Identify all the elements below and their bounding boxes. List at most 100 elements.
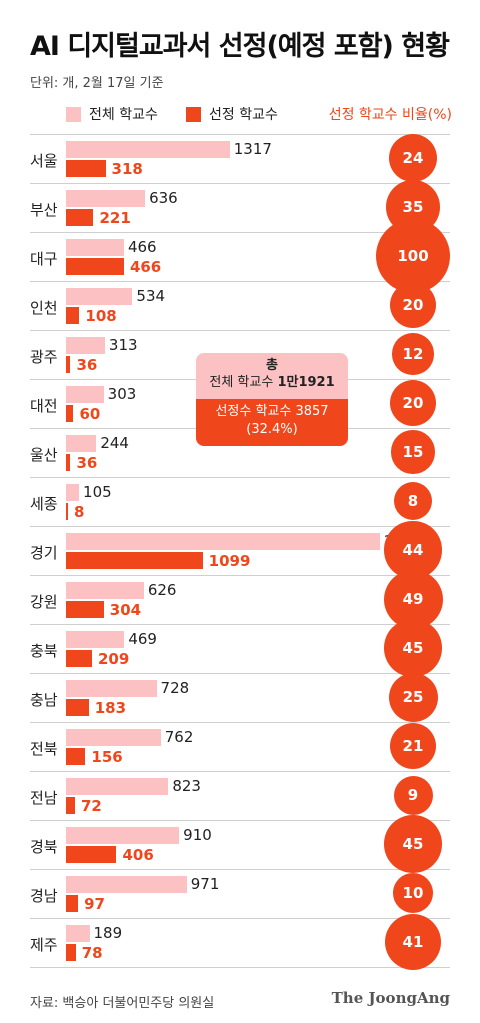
bar-total-schools	[66, 435, 97, 452]
value-selected-schools: 466	[129, 258, 162, 276]
value-selected-schools: 304	[109, 601, 142, 619]
value-total-schools: 910	[183, 826, 212, 844]
callout-selected-line: 선정수 학교수 3857	[215, 404, 329, 419]
bar-selected-schools	[66, 209, 94, 226]
publisher-logo: The JoongAng	[331, 989, 450, 1007]
region-label: 세종	[30, 495, 58, 513]
ratio-circle: 12	[392, 333, 434, 375]
region-label: 경북	[30, 838, 58, 856]
region-label: 울산	[30, 446, 58, 464]
row-divider	[30, 232, 450, 233]
ratio-circle: 20	[389, 281, 437, 329]
legend-total-swatch	[66, 106, 81, 122]
ratio-circle: 44	[384, 521, 442, 579]
bar-selected-schools	[66, 307, 80, 324]
region-label: 강원	[30, 593, 58, 611]
value-selected-schools: 72	[80, 797, 102, 815]
region-label: 제주	[30, 936, 58, 954]
value-total-schools: 971	[190, 875, 220, 893]
value-selected-schools: 36	[76, 356, 98, 374]
bar-selected-schools	[66, 454, 71, 471]
region-label: 전남	[30, 789, 58, 807]
row-divider	[30, 330, 450, 331]
value-total-schools: 636	[149, 189, 178, 207]
value-selected-schools: 318	[111, 160, 143, 178]
bar-selected-schools	[66, 944, 76, 961]
callout-total-prefix: 전체 학교수	[209, 375, 278, 390]
legend-selected-label: 선정 학교수	[209, 107, 278, 123]
region-label: 서울	[30, 152, 58, 170]
value-total-schools: 313	[108, 336, 138, 354]
total-callout: 총 전체 학교수 1만1921 선정수 학교수 3857 (32.4%)	[196, 353, 348, 446]
ratio-circle: 100	[376, 219, 450, 293]
row-divider	[30, 526, 450, 527]
bar-total-schools	[66, 925, 90, 942]
ratio-circle: 15	[391, 430, 435, 474]
value-selected-schools: 36	[76, 454, 98, 472]
region-label: 충남	[30, 691, 58, 709]
region-label: 대구	[30, 250, 58, 268]
value-selected-schools: 8	[74, 503, 85, 521]
bar-total-schools	[66, 239, 124, 256]
value-total-schools: 762	[164, 728, 194, 746]
legend-selected-swatch	[186, 106, 201, 122]
bar-selected-schools	[66, 160, 106, 177]
row-divider	[30, 820, 450, 821]
bar-total-schools	[66, 533, 380, 550]
bar-selected-schools	[66, 601, 104, 618]
ratio-circle: 10	[393, 873, 433, 913]
ratio-circle: 21	[389, 722, 437, 770]
bar-selected-schools	[66, 356, 71, 373]
value-selected-schools: 156	[91, 748, 123, 766]
row-divider	[30, 134, 450, 135]
legend-selected: 선정 학교수	[186, 104, 278, 124]
row-divider	[30, 722, 450, 723]
value-total-schools: 1317	[233, 140, 272, 158]
callout-total-box: 총 전체 학교수 1만1921	[196, 353, 348, 399]
region-label: 대전	[30, 397, 58, 415]
value-total-schools: 469	[128, 630, 157, 648]
bar-total-schools	[66, 827, 180, 844]
bar-total-schools	[66, 386, 104, 403]
region-label: 인천	[30, 299, 58, 317]
region-label: 광주	[30, 348, 58, 366]
callout-selected-pct: (32.4%)	[246, 422, 298, 437]
ratio-circle: 25	[388, 672, 438, 722]
bar-total-schools	[66, 190, 146, 207]
bar-selected-schools	[66, 797, 75, 814]
legend-total: 전체 학교수	[66, 104, 158, 124]
ratio-circle: 9	[393, 775, 433, 815]
region-label: 경남	[30, 887, 58, 905]
value-total-schools: 626	[147, 581, 177, 599]
source-note: 자료: 백승아 더불어민주당 의원실	[30, 996, 215, 1011]
callout-total-line: 전체 학교수 1만1921	[196, 374, 348, 392]
callout-total-value: 1만1921	[277, 375, 335, 390]
value-selected-schools: 1099	[208, 552, 251, 570]
region-label: 경기	[30, 544, 58, 562]
bar-total-schools	[66, 141, 230, 158]
legend-ratio-label: 선정 학교수 비율(%)	[328, 107, 452, 123]
bar-selected-schools	[66, 748, 86, 765]
bar-selected-schools	[66, 699, 89, 716]
value-selected-schools: 209	[97, 650, 130, 668]
value-total-schools: 303	[107, 385, 137, 403]
bar-total-schools	[66, 876, 187, 893]
value-total-schools: 189	[93, 924, 123, 942]
value-selected-schools: 406	[122, 846, 154, 864]
value-selected-schools: 78	[81, 944, 103, 962]
ratio-circle: 8	[393, 481, 433, 521]
row-divider	[30, 575, 450, 576]
bar-total-schools	[66, 778, 169, 795]
ratio-circle: 24	[388, 133, 438, 183]
callout-selected-box: 선정수 학교수 3857 (32.4%)	[196, 399, 348, 446]
row-divider	[30, 673, 450, 674]
row-divider	[30, 281, 450, 282]
bar-total-schools	[66, 484, 80, 501]
value-total-schools: 728	[160, 679, 190, 697]
bar-selected-schools	[66, 846, 117, 863]
value-total-schools: 534	[136, 287, 166, 305]
row-divider	[30, 183, 450, 184]
row-divider	[30, 869, 450, 870]
value-total-schools: 466	[127, 238, 157, 256]
bar-selected-schools	[66, 650, 92, 667]
